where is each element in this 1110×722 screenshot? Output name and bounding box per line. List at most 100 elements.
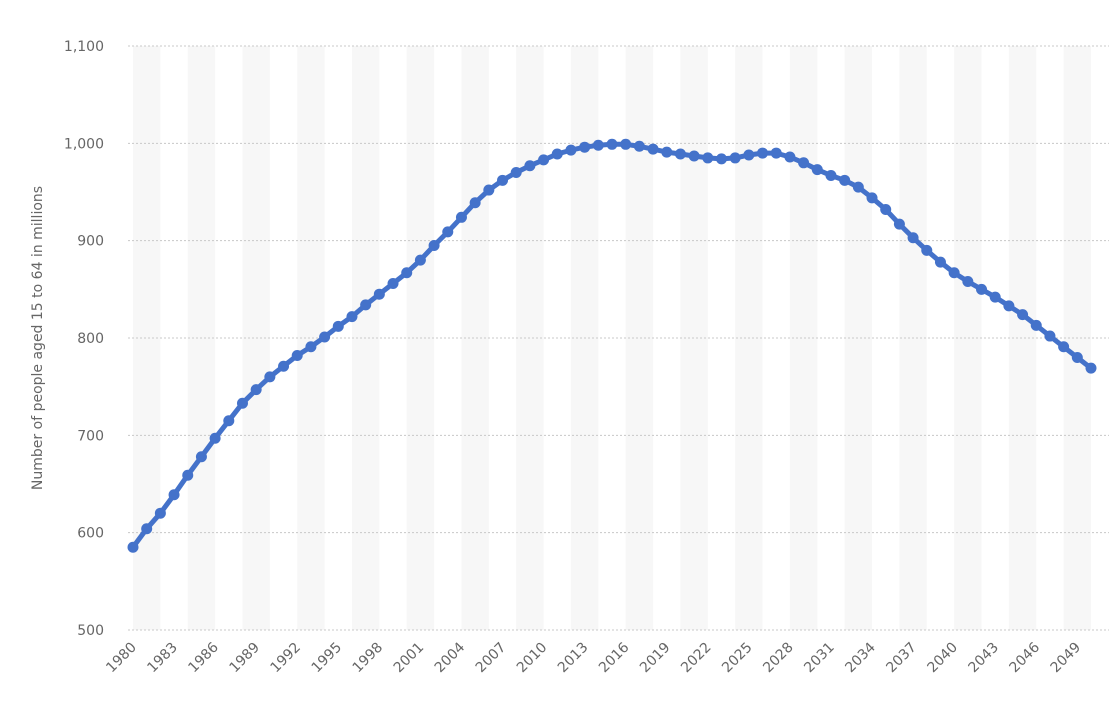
data-point[interactable] — [893, 218, 905, 230]
data-point[interactable] — [551, 148, 563, 160]
data-point[interactable] — [784, 151, 796, 163]
data-point[interactable] — [976, 283, 988, 295]
data-point[interactable] — [483, 184, 495, 196]
y-tick-label: 1,000 — [64, 136, 104, 152]
data-point[interactable] — [154, 507, 166, 519]
y-tick-label: 600 — [77, 526, 104, 542]
data-point[interactable] — [715, 153, 727, 165]
y-tick-label: 900 — [77, 234, 104, 250]
x-axis-ticks: 1980 1983 1986 1989 1992 1995 1998 2001 2004 2007… — [103, 639, 1084, 676]
data-point[interactable] — [250, 384, 262, 396]
x-tick-label: 2010 — [514, 640, 551, 677]
data-point[interactable] — [141, 523, 153, 535]
y-tick-label: 500 — [77, 623, 104, 639]
x-tick-label: 2022 — [678, 640, 715, 677]
data-point[interactable] — [811, 164, 823, 176]
data-point[interactable] — [770, 147, 782, 159]
data-point[interactable] — [524, 160, 536, 172]
y-tick-label: 800 — [77, 331, 104, 347]
data-point[interactable] — [264, 371, 276, 383]
data-point[interactable] — [387, 277, 399, 289]
x-tick-label: 2025 — [719, 640, 756, 677]
data-point[interactable] — [305, 341, 317, 353]
data-point[interactable] — [729, 152, 741, 164]
x-tick-label: 2019 — [637, 640, 674, 677]
data-point[interactable] — [688, 150, 700, 162]
data-point[interactable] — [346, 311, 358, 323]
data-point[interactable] — [839, 174, 851, 186]
series-line — [130, 141, 1094, 550]
data-point[interactable] — [538, 154, 550, 166]
data-point[interactable] — [907, 232, 919, 244]
data-point[interactable] — [948, 267, 960, 279]
data-point[interactable] — [565, 144, 577, 156]
data-point[interactable] — [1085, 362, 1097, 374]
x-tick-label: 1995 — [309, 640, 346, 677]
data-point[interactable] — [1071, 351, 1083, 363]
data-point[interactable] — [674, 148, 686, 160]
data-point[interactable] — [620, 138, 632, 150]
data-point[interactable] — [497, 174, 509, 186]
data-point[interactable] — [825, 169, 837, 181]
data-point[interactable] — [291, 350, 303, 362]
data-point[interactable] — [579, 141, 591, 153]
data-point[interactable] — [360, 299, 372, 311]
x-tick-label: 2001 — [391, 640, 428, 677]
data-point[interactable] — [428, 240, 440, 252]
data-point[interactable] — [962, 276, 974, 288]
data-point[interactable] — [757, 147, 769, 159]
data-point[interactable] — [469, 197, 481, 209]
data-point[interactable] — [1044, 330, 1056, 342]
data-point[interactable] — [223, 415, 235, 427]
data-point[interactable] — [592, 139, 604, 151]
data-point[interactable] — [182, 469, 194, 481]
data-point[interactable] — [921, 244, 933, 256]
x-tick-label: 2016 — [596, 639, 633, 676]
data-point[interactable] — [401, 267, 413, 279]
x-tick-label: 1980 — [103, 640, 140, 677]
data-point[interactable] — [373, 288, 385, 300]
data-point[interactable] — [209, 432, 221, 444]
x-tick-label: 2007 — [473, 640, 510, 677]
gridlines — [128, 45, 1109, 631]
data-point[interactable] — [414, 254, 426, 266]
data-point[interactable] — [647, 143, 659, 155]
data-point[interactable] — [880, 204, 892, 216]
data-point[interactable] — [702, 152, 714, 164]
data-point[interactable] — [934, 256, 946, 268]
data-point[interactable] — [1003, 300, 1015, 312]
x-tick-label: 2031 — [801, 640, 838, 677]
x-tick-label: 2049 — [1048, 640, 1085, 677]
data-points — [127, 138, 1097, 553]
x-tick-label: 1998 — [350, 640, 387, 677]
data-point[interactable] — [319, 331, 331, 343]
y-axis-ticks: 500 600 700 800 900 1,000 1,100 — [64, 39, 104, 639]
data-point[interactable] — [798, 157, 810, 169]
x-tick-label: 1992 — [268, 640, 305, 677]
data-point[interactable] — [852, 181, 864, 193]
data-point[interactable] — [866, 192, 878, 204]
data-point[interactable] — [1017, 309, 1029, 321]
x-tick-label: 1983 — [144, 640, 181, 677]
x-tick-label: 1986 — [185, 639, 222, 676]
data-point[interactable] — [661, 146, 673, 158]
data-point[interactable] — [510, 167, 522, 179]
data-point[interactable] — [195, 451, 207, 463]
data-point[interactable] — [743, 149, 755, 161]
data-point[interactable] — [127, 541, 139, 553]
data-point[interactable] — [1030, 319, 1042, 331]
data-point[interactable] — [1058, 341, 1070, 353]
data-point[interactable] — [236, 397, 248, 409]
y-tick-label: 700 — [77, 428, 104, 444]
data-point[interactable] — [332, 320, 344, 332]
y-axis-label: Number of people aged 15 to 64 in millio… — [30, 186, 46, 490]
data-point[interactable] — [442, 226, 454, 238]
x-tick-label: 2040 — [924, 640, 961, 677]
data-point[interactable] — [606, 138, 618, 150]
data-point[interactable] — [278, 360, 290, 372]
data-point[interactable] — [168, 489, 180, 501]
data-point[interactable] — [633, 140, 645, 152]
data-point[interactable] — [989, 291, 1001, 303]
data-point[interactable] — [455, 211, 467, 223]
